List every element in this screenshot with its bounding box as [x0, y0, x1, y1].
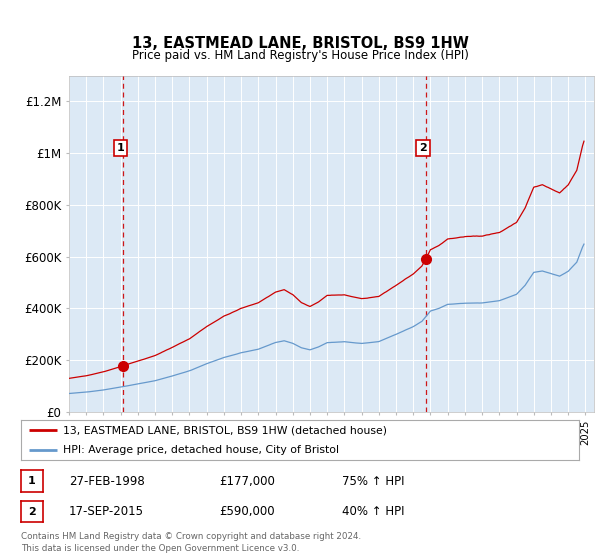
- Text: 40% ↑ HPI: 40% ↑ HPI: [342, 505, 404, 519]
- Text: 17-SEP-2015: 17-SEP-2015: [69, 505, 144, 519]
- Text: 75% ↑ HPI: 75% ↑ HPI: [342, 474, 404, 488]
- Text: 27-FEB-1998: 27-FEB-1998: [69, 474, 145, 488]
- Text: Contains HM Land Registry data © Crown copyright and database right 2024.
This d: Contains HM Land Registry data © Crown c…: [21, 532, 361, 553]
- Text: HPI: Average price, detached house, City of Bristol: HPI: Average price, detached house, City…: [63, 445, 339, 455]
- Text: 1: 1: [28, 476, 35, 486]
- Text: 13, EASTMEAD LANE, BRISTOL, BS9 1HW: 13, EASTMEAD LANE, BRISTOL, BS9 1HW: [131, 36, 469, 51]
- Text: 1: 1: [117, 143, 125, 153]
- Text: 13, EASTMEAD LANE, BRISTOL, BS9 1HW (detached house): 13, EASTMEAD LANE, BRISTOL, BS9 1HW (det…: [63, 425, 387, 435]
- Text: £177,000: £177,000: [219, 474, 275, 488]
- Text: 2: 2: [28, 507, 35, 517]
- Text: 2: 2: [419, 143, 427, 153]
- Text: Price paid vs. HM Land Registry's House Price Index (HPI): Price paid vs. HM Land Registry's House …: [131, 49, 469, 63]
- Text: £590,000: £590,000: [219, 505, 275, 519]
